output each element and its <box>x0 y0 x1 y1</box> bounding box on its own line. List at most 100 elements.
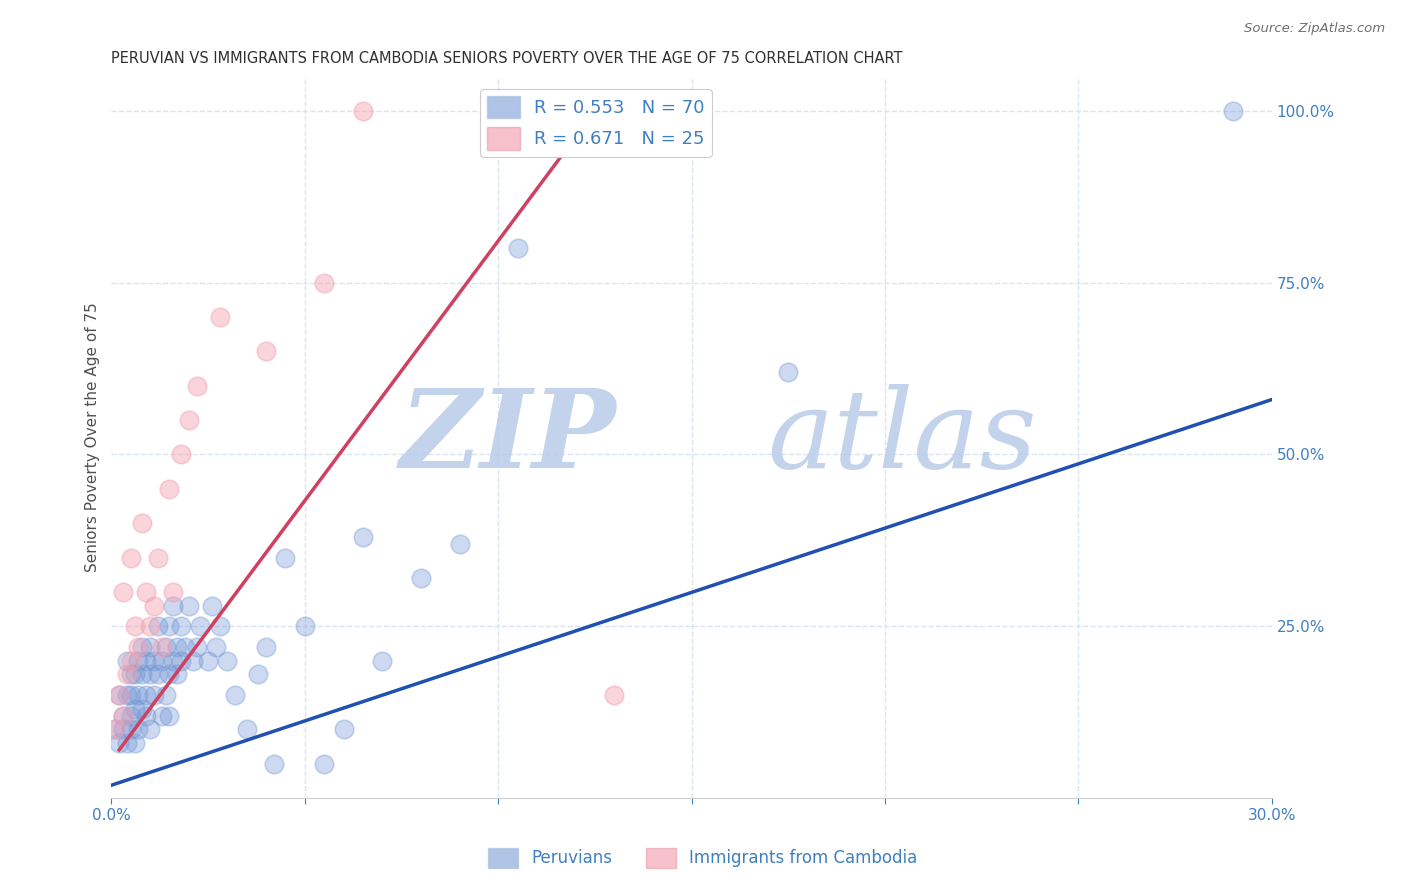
Point <box>603 688 626 702</box>
Point <box>352 530 374 544</box>
Point <box>254 344 277 359</box>
Point <box>174 640 197 654</box>
Legend: R = 0.553   N = 70, R = 0.671   N = 25: R = 0.553 N = 70, R = 0.671 N = 25 <box>481 89 711 157</box>
Point <box>115 667 138 681</box>
Point <box>190 619 212 633</box>
Point <box>139 723 162 737</box>
Point <box>332 723 354 737</box>
Point <box>139 640 162 654</box>
Point <box>224 688 246 702</box>
Point <box>104 723 127 737</box>
Point <box>120 723 142 737</box>
Point <box>120 654 142 668</box>
Point <box>146 550 169 565</box>
Point <box>409 571 432 585</box>
Point <box>111 585 134 599</box>
Point <box>111 708 134 723</box>
Point <box>115 654 138 668</box>
Point <box>108 688 131 702</box>
Point <box>155 688 177 702</box>
Point <box>120 550 142 565</box>
Point <box>135 654 157 668</box>
Point <box>104 723 127 737</box>
Point <box>170 619 193 633</box>
Point <box>159 708 181 723</box>
Point <box>236 723 259 737</box>
Point <box>217 654 239 668</box>
Point <box>177 413 200 427</box>
Legend: Peruvians, Immigrants from Cambodia: Peruvians, Immigrants from Cambodia <box>482 841 924 875</box>
Point <box>314 756 336 771</box>
Point <box>139 619 162 633</box>
Point <box>186 640 208 654</box>
Point <box>124 736 146 750</box>
Point <box>115 736 138 750</box>
Point <box>150 654 173 668</box>
Text: atlas: atlas <box>768 384 1036 491</box>
Point <box>124 702 146 716</box>
Point <box>1222 103 1244 118</box>
Point <box>254 640 277 654</box>
Point <box>778 365 800 379</box>
Point <box>143 688 166 702</box>
Point <box>166 640 188 654</box>
Point <box>186 378 208 392</box>
Text: Source: ZipAtlas.com: Source: ZipAtlas.com <box>1244 22 1385 36</box>
Point <box>197 654 219 668</box>
Text: PERUVIAN VS IMMIGRANTS FROM CAMBODIA SENIORS POVERTY OVER THE AGE OF 75 CORRELAT: PERUVIAN VS IMMIGRANTS FROM CAMBODIA SEN… <box>111 51 903 66</box>
Text: ZIP: ZIP <box>399 384 616 491</box>
Point <box>294 619 316 633</box>
Point <box>170 654 193 668</box>
Point <box>115 688 138 702</box>
Point <box>127 688 149 702</box>
Point <box>201 599 224 613</box>
Point <box>111 708 134 723</box>
Point <box>108 736 131 750</box>
Point <box>131 516 153 531</box>
Point <box>371 654 394 668</box>
Point <box>159 482 181 496</box>
Point <box>159 619 181 633</box>
Point <box>170 448 193 462</box>
Point <box>205 640 228 654</box>
Point <box>111 723 134 737</box>
Point <box>120 708 142 723</box>
Point <box>146 667 169 681</box>
Point <box>208 619 231 633</box>
Point <box>108 688 131 702</box>
Point <box>135 585 157 599</box>
Point <box>135 688 157 702</box>
Point <box>247 667 270 681</box>
Point <box>177 599 200 613</box>
Point <box>120 688 142 702</box>
Point <box>124 619 146 633</box>
Point <box>181 654 204 668</box>
Point <box>135 708 157 723</box>
Point <box>150 708 173 723</box>
Point <box>120 667 142 681</box>
Point <box>143 654 166 668</box>
Point <box>274 550 297 565</box>
Point <box>166 667 188 681</box>
Point <box>208 310 231 324</box>
Point <box>131 702 153 716</box>
Point <box>352 103 374 118</box>
Point <box>127 654 149 668</box>
Point <box>263 756 285 771</box>
Point <box>139 667 162 681</box>
Point <box>159 667 181 681</box>
Point <box>131 640 153 654</box>
Point <box>162 654 184 668</box>
Point <box>162 599 184 613</box>
Point <box>155 640 177 654</box>
Point <box>127 640 149 654</box>
Point <box>150 640 173 654</box>
Point <box>146 619 169 633</box>
Point <box>506 241 529 255</box>
Point <box>449 537 471 551</box>
Y-axis label: Seniors Poverty Over the Age of 75: Seniors Poverty Over the Age of 75 <box>86 302 100 572</box>
Point <box>162 585 184 599</box>
Point <box>143 599 166 613</box>
Point <box>314 276 336 290</box>
Point <box>127 723 149 737</box>
